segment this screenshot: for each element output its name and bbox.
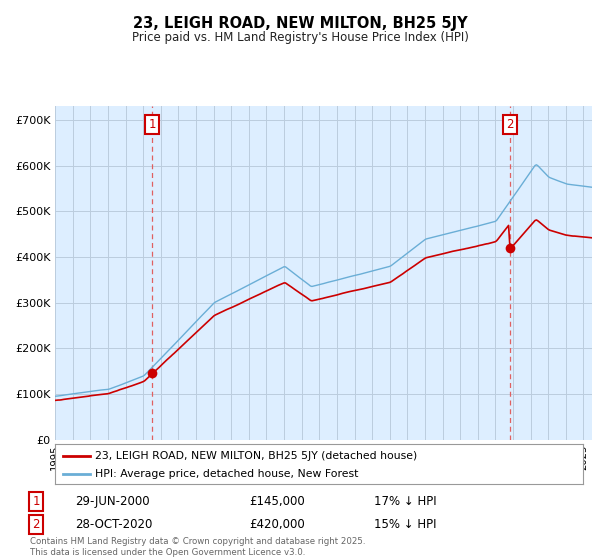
Text: Price paid vs. HM Land Registry's House Price Index (HPI): Price paid vs. HM Land Registry's House … [131, 31, 469, 44]
Text: 1: 1 [148, 118, 156, 131]
Text: 2: 2 [506, 118, 514, 131]
Text: Contains HM Land Registry data © Crown copyright and database right 2025.
This d: Contains HM Land Registry data © Crown c… [29, 538, 365, 557]
Text: 28-OCT-2020: 28-OCT-2020 [75, 518, 152, 531]
Text: £420,000: £420,000 [250, 518, 305, 531]
Text: 23, LEIGH ROAD, NEW MILTON, BH25 5JY (detached house): 23, LEIGH ROAD, NEW MILTON, BH25 5JY (de… [95, 451, 417, 461]
Text: 29-JUN-2000: 29-JUN-2000 [75, 495, 149, 508]
Text: 17% ↓ HPI: 17% ↓ HPI [374, 495, 436, 508]
Text: £145,000: £145,000 [250, 495, 305, 508]
Text: 1: 1 [32, 495, 40, 508]
Text: HPI: Average price, detached house, New Forest: HPI: Average price, detached house, New … [95, 469, 358, 479]
Text: 23, LEIGH ROAD, NEW MILTON, BH25 5JY: 23, LEIGH ROAD, NEW MILTON, BH25 5JY [133, 16, 467, 31]
Text: 2: 2 [32, 518, 40, 531]
Text: 15% ↓ HPI: 15% ↓ HPI [374, 518, 436, 531]
